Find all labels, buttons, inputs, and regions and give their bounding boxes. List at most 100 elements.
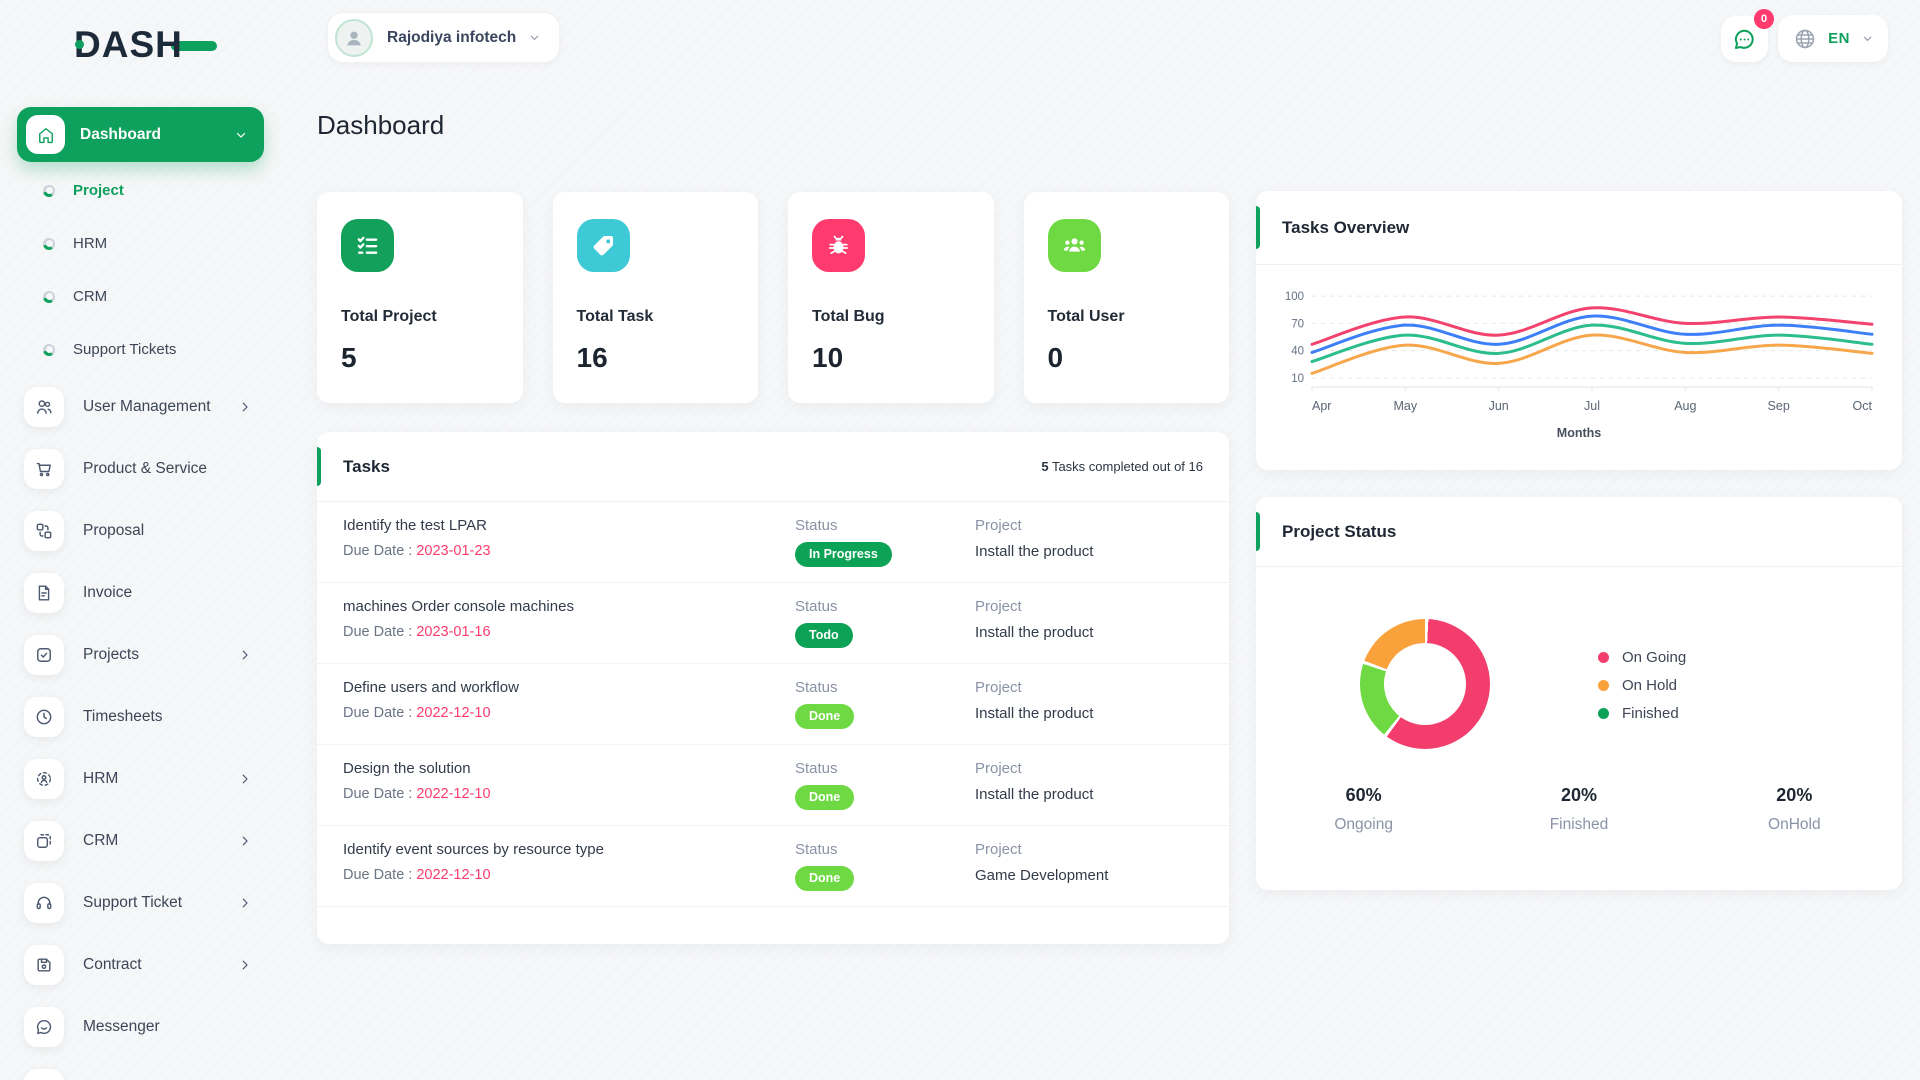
sidebar-item-label: User Management	[83, 398, 211, 415]
sidebar-item[interactable]: Timesheets	[0, 686, 300, 748]
stat-label: Total Task	[576, 308, 654, 325]
task-title: machines Order console machines	[343, 598, 574, 615]
project-status-donut-chart	[1360, 619, 1490, 749]
svg-text:40: 40	[1291, 346, 1304, 358]
sidebar-item[interactable]: Invoice	[0, 562, 300, 624]
messages-badge: 0	[1754, 9, 1774, 29]
chevron-right-icon	[238, 834, 252, 848]
svg-text:100: 100	[1285, 291, 1304, 303]
stat-card: Total Bug 10	[788, 192, 994, 403]
brand-logo[interactable]: DASH	[74, 24, 217, 66]
legend-dot-icon	[1598, 651, 1609, 663]
x-axis-label: Months	[1556, 426, 1602, 440]
users-icon	[24, 387, 64, 427]
ring-icon	[43, 290, 55, 303]
tasks-overview-card: Tasks Overview 100 70 40 10 Apr May Jun Jul Aug S…	[1256, 191, 1902, 470]
stat-label: Total Bug	[812, 308, 885, 325]
status-badge: Done	[795, 866, 855, 891]
task-row: Identify event sources by resource type …	[317, 826, 1229, 907]
sidebar-sub-item[interactable]: Support Tickets	[0, 323, 300, 376]
task-due-value: 2022-12-10	[416, 705, 491, 721]
status-column-label: Status	[795, 517, 838, 534]
chat-bubble-icon	[1734, 29, 1754, 49]
svg-text:10: 10	[1291, 373, 1304, 385]
messages-button[interactable]: 0	[1721, 9, 1774, 62]
sidebar-item[interactable]: HRM	[0, 748, 300, 810]
sidebar-item-label: CRM	[83, 832, 119, 849]
hrm-icon	[24, 759, 64, 799]
sidebar-item[interactable]: Proposal	[0, 500, 300, 562]
sidebar-item-label: HRM	[83, 770, 119, 787]
checklist-icon	[341, 219, 394, 272]
sidebar-sub-item[interactable]: Project	[0, 164, 300, 217]
sidebar-item-label: Support Ticket	[83, 894, 183, 911]
svg-text:Jul: Jul	[1584, 399, 1600, 413]
sidebar-active-label: Dashboard	[80, 125, 161, 143]
svg-text:Aug: Aug	[1674, 399, 1696, 413]
task-title: Identify event sources by resource type	[343, 841, 604, 858]
users-group-icon	[1047, 219, 1101, 272]
chevron-down-icon	[528, 31, 541, 44]
sidebar-item[interactable]: CRM	[0, 810, 300, 872]
task-due-value: 2022-12-10	[416, 867, 491, 883]
task-row: Identify the test LPAR Due Date : 2023-0…	[317, 502, 1229, 583]
status-column-label: Status	[795, 760, 838, 777]
donut-stat-value: 20%	[1776, 785, 1813, 805]
sidebar-sub-item-label: Project	[73, 182, 124, 199]
donut-stat-value: 20%	[1560, 785, 1597, 805]
sidebar-sub-item-label: CRM	[73, 288, 108, 305]
page-title: Dashboard	[317, 110, 445, 140]
sidebar-item[interactable]: Assets	[0, 1058, 300, 1080]
invoice-icon	[24, 573, 64, 613]
status-badge: Done	[795, 704, 855, 729]
task-row: Define users and workflow Due Date : 202…	[317, 664, 1229, 745]
cart-icon	[24, 449, 64, 489]
task-project-name: Game Development	[975, 867, 1109, 884]
tasks-card: Tasks 5 Tasks completed out of 16 Identi…	[317, 432, 1229, 944]
stats-row: Total Project 5 Total Task 16 Total Bug …	[317, 192, 1229, 403]
donut-stat-label: Finished	[1549, 816, 1609, 833]
task-due-date: Due Date : 2022-12-10	[343, 867, 491, 883]
sidebar-nav: Dashboard Project HRM	[0, 107, 300, 1080]
tasks-overview-title: Tasks Overview	[1282, 217, 1410, 237]
sidebar-item[interactable]: User Management	[0, 376, 300, 438]
tasks-overview-line-chart: 100 70 40 10 Apr May Jun Jul Aug Sep Oct	[1285, 291, 1874, 413]
status-column-label: Status	[795, 841, 838, 858]
status-column-label: Status	[795, 679, 838, 696]
sidebar-item-label: Product & Service	[83, 460, 208, 477]
tasks-title: Tasks	[343, 456, 390, 476]
contract-icon	[24, 945, 64, 985]
svg-text:Oct: Oct	[1853, 399, 1873, 413]
stat-card: Total User 0	[1023, 192, 1229, 403]
task-due-date: Due Date : 2023-01-16	[343, 624, 491, 640]
sidebar-item[interactable]: Projects	[0, 624, 300, 686]
sidebar-sub-item[interactable]: HRM	[0, 217, 300, 270]
sidebar-sub-item[interactable]: CRM	[0, 270, 300, 323]
workspace-dropdown[interactable]: Rajodiya infotech	[327, 12, 561, 63]
donut-legend: On Going On Hold Finished	[1598, 643, 1686, 727]
sidebar-item[interactable]: Contract	[0, 934, 300, 996]
language-selector[interactable]: EN	[1778, 15, 1888, 62]
sidebar-item-dashboard-active[interactable]: Dashboard	[17, 107, 264, 162]
sidebar-item-label: Contract	[83, 956, 142, 973]
headset-icon	[24, 883, 64, 923]
sidebar-item[interactable]: Product & Service	[0, 438, 300, 500]
stat-card: Total Project 5	[317, 192, 523, 403]
chevron-right-icon	[238, 772, 252, 786]
task-due-value: 2023-01-23	[416, 543, 491, 559]
donut-stat: 20% OnHold	[1687, 785, 1902, 834]
project-column-label: Project	[975, 841, 1022, 858]
task-due-date: Due Date : 2023-01-23	[343, 543, 491, 559]
sidebar-item[interactable]: Messenger	[0, 996, 300, 1058]
sidebar-item-label: Projects	[83, 646, 139, 663]
task-project-name: Install the product	[975, 786, 1094, 803]
chevron-right-icon	[238, 958, 252, 972]
ring-icon	[43, 237, 55, 250]
sidebar-item[interactable]: Support Ticket	[0, 872, 300, 934]
legend-item: On Hold	[1598, 671, 1686, 699]
messenger-icon	[24, 1007, 64, 1047]
sidebar-sub-item-label: HRM	[73, 235, 108, 252]
language-code: EN	[1828, 30, 1850, 47]
projects-icon	[24, 635, 64, 675]
